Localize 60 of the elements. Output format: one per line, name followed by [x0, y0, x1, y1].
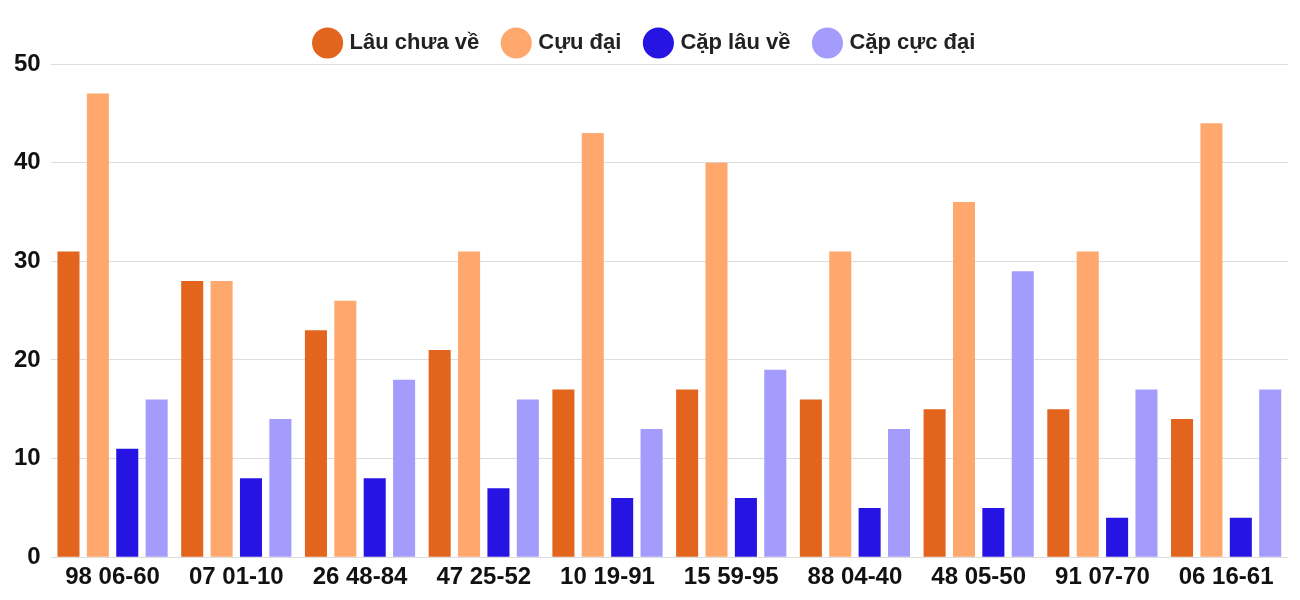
y-tick-label: 50	[13, 48, 41, 76]
bar	[458, 251, 481, 557]
bar	[1135, 389, 1158, 557]
bar	[923, 409, 946, 557]
bar	[487, 488, 510, 557]
x-tick-label: 91 07-70	[1055, 562, 1150, 590]
x-tick-label: 15 59-95	[683, 562, 779, 590]
bar	[86, 93, 109, 557]
bar	[705, 162, 728, 557]
bar	[611, 498, 634, 557]
x-tick-label: 88 04-40	[807, 562, 903, 590]
bar	[640, 428, 663, 557]
bar	[1229, 517, 1252, 557]
bar	[952, 202, 975, 557]
bar	[116, 448, 139, 557]
x-tick-label: 47 25-52	[436, 562, 532, 590]
bar	[676, 389, 699, 557]
x-tick-label: 26 48-84	[312, 562, 409, 590]
bar	[888, 428, 911, 557]
bar	[428, 350, 451, 557]
x-tick-label: 07 01-10	[188, 562, 284, 590]
bar	[1200, 123, 1223, 557]
bar	[1011, 271, 1034, 557]
bar	[363, 478, 386, 557]
legend-label: Cặp cực đại	[849, 29, 976, 55]
bar	[1076, 251, 1099, 557]
bar	[181, 281, 204, 557]
bar	[829, 251, 852, 557]
bar	[1106, 517, 1129, 557]
bar	[1047, 409, 1070, 557]
bar	[145, 399, 168, 557]
bar	[1171, 419, 1194, 557]
x-tick-label: 06 16-61	[1178, 562, 1274, 590]
bar	[304, 330, 327, 557]
bar	[1259, 389, 1282, 557]
bar	[269, 419, 292, 557]
bar	[210, 281, 233, 557]
y-tick-label: 20	[13, 344, 41, 372]
bar	[734, 498, 757, 557]
y-tick-label: 30	[13, 245, 41, 273]
bar	[334, 300, 357, 557]
bar	[552, 389, 575, 557]
bar	[516, 399, 539, 557]
bar	[982, 507, 1005, 557]
bar	[799, 399, 822, 557]
legend-label: Cựu đại	[538, 29, 622, 55]
bar	[764, 369, 787, 557]
bar	[57, 251, 80, 557]
x-tick-label: 10 19-91	[560, 562, 655, 590]
y-tick-label: 40	[13, 147, 41, 175]
y-tick-label: 0	[27, 541, 41, 569]
bar	[393, 379, 416, 557]
bar	[858, 507, 881, 557]
x-tick-label: 98 06-60	[65, 562, 160, 590]
bar	[239, 478, 262, 557]
legend-label: Lâu chưa về	[349, 29, 480, 55]
x-tick-label: 48 05-50	[931, 562, 1027, 590]
y-tick-label: 10	[13, 443, 41, 471]
legend-label: Cặp lâu về	[680, 29, 791, 55]
bar	[581, 133, 604, 557]
